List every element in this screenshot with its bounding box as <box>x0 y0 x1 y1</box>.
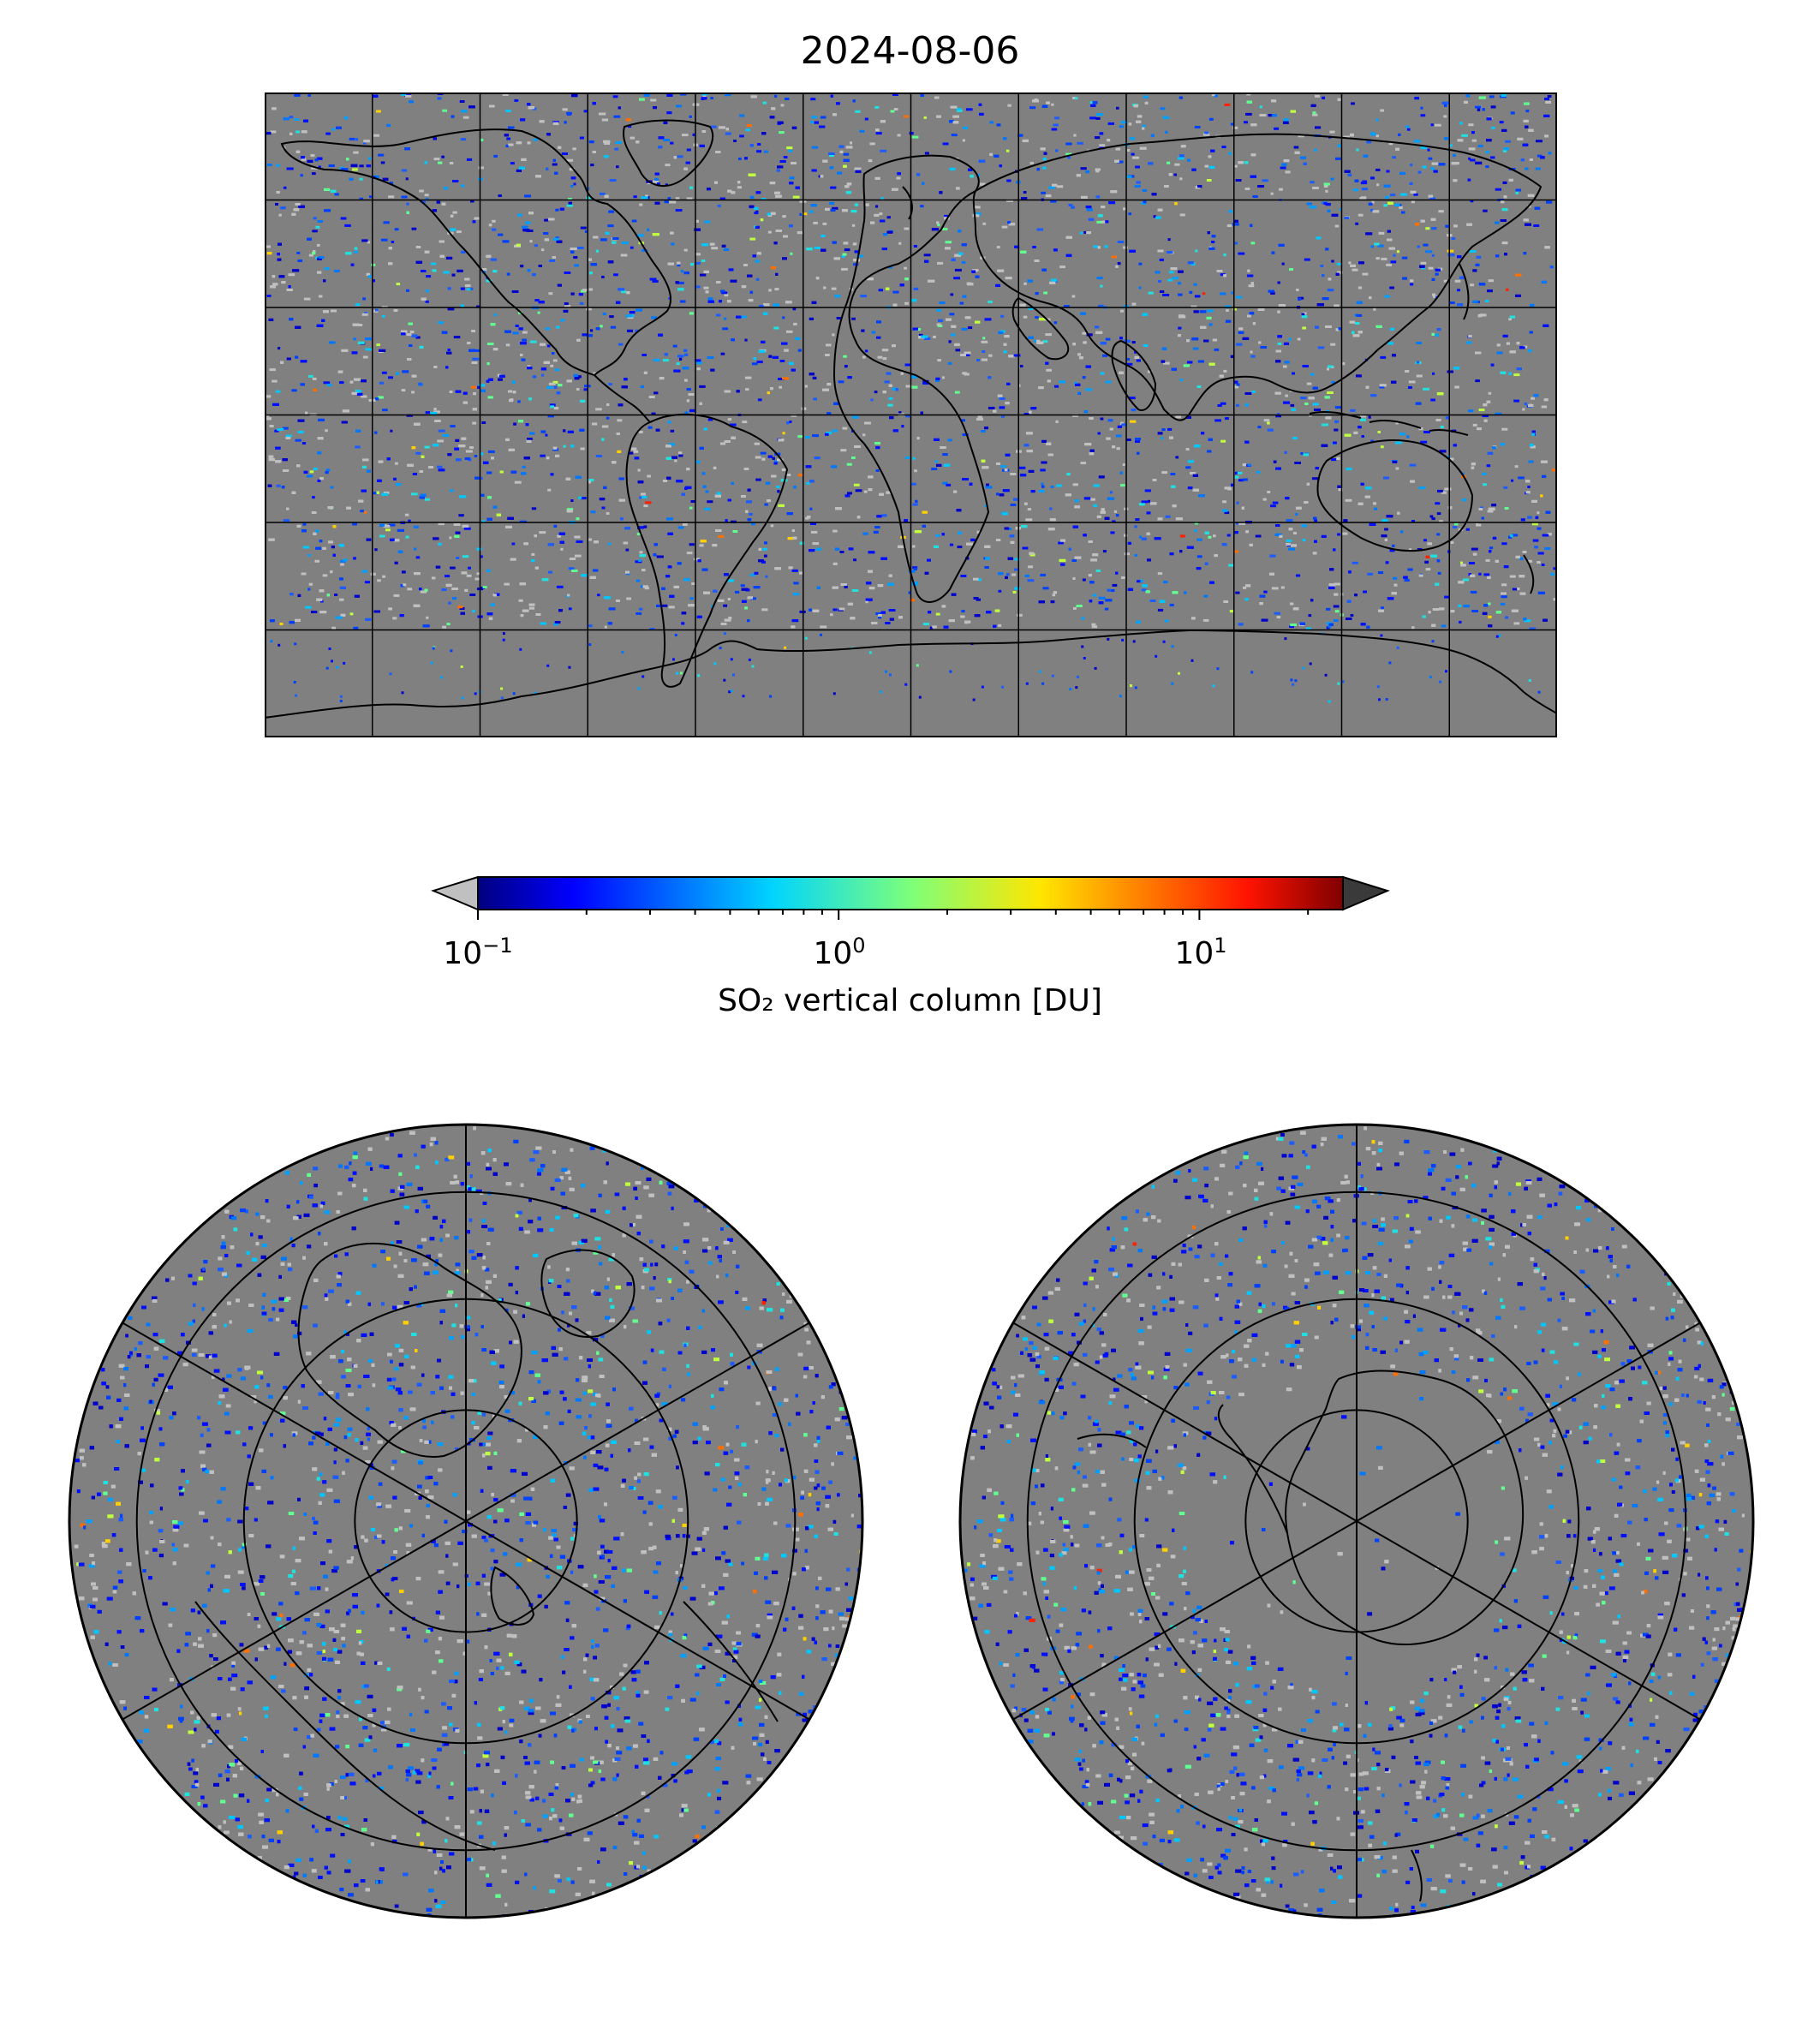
colorbar-gradient <box>477 876 1344 910</box>
map-frame <box>958 1123 1755 1919</box>
gridlines <box>265 92 1557 737</box>
world-map <box>265 92 1557 737</box>
colorbar-tick-label: 10−1 <box>443 934 513 971</box>
meridian-line <box>1012 1520 1358 1721</box>
so2-pixel-layer <box>963 1126 1753 1918</box>
so2-pixel-layer <box>74 1126 862 1918</box>
meridian-line <box>465 1520 810 1721</box>
coastlines <box>1077 1370 1525 1902</box>
map-title: 2024-08-06 <box>800 29 1020 73</box>
colorbar-tick-label: 100 <box>813 934 866 971</box>
colorbar-tick-label: 101 <box>1174 934 1227 971</box>
map-frame <box>68 1123 864 1919</box>
meridian-line <box>465 1322 810 1522</box>
map-frame <box>265 92 1557 737</box>
coastlines <box>194 1242 779 1851</box>
north-pole-map <box>67 1122 865 1920</box>
colorbar-ticks <box>477 910 1310 920</box>
colorbar <box>428 865 1396 934</box>
colorbar-extend-over <box>1342 875 1390 911</box>
meridian-line <box>1356 1520 1701 1721</box>
meridian-line <box>122 1322 467 1522</box>
meridian-line <box>1012 1322 1358 1522</box>
colorbar-extend-under <box>431 875 479 911</box>
gridlines <box>1012 1125 1701 1918</box>
meridian-line <box>122 1520 467 1721</box>
colorbar-label: SO₂ vertical column [DU] <box>718 983 1102 1018</box>
south-pole-map <box>958 1122 1756 1920</box>
gridlines <box>122 1125 810 1918</box>
so2-pixel-layer <box>265 92 1557 703</box>
meridian-line <box>1356 1322 1701 1522</box>
